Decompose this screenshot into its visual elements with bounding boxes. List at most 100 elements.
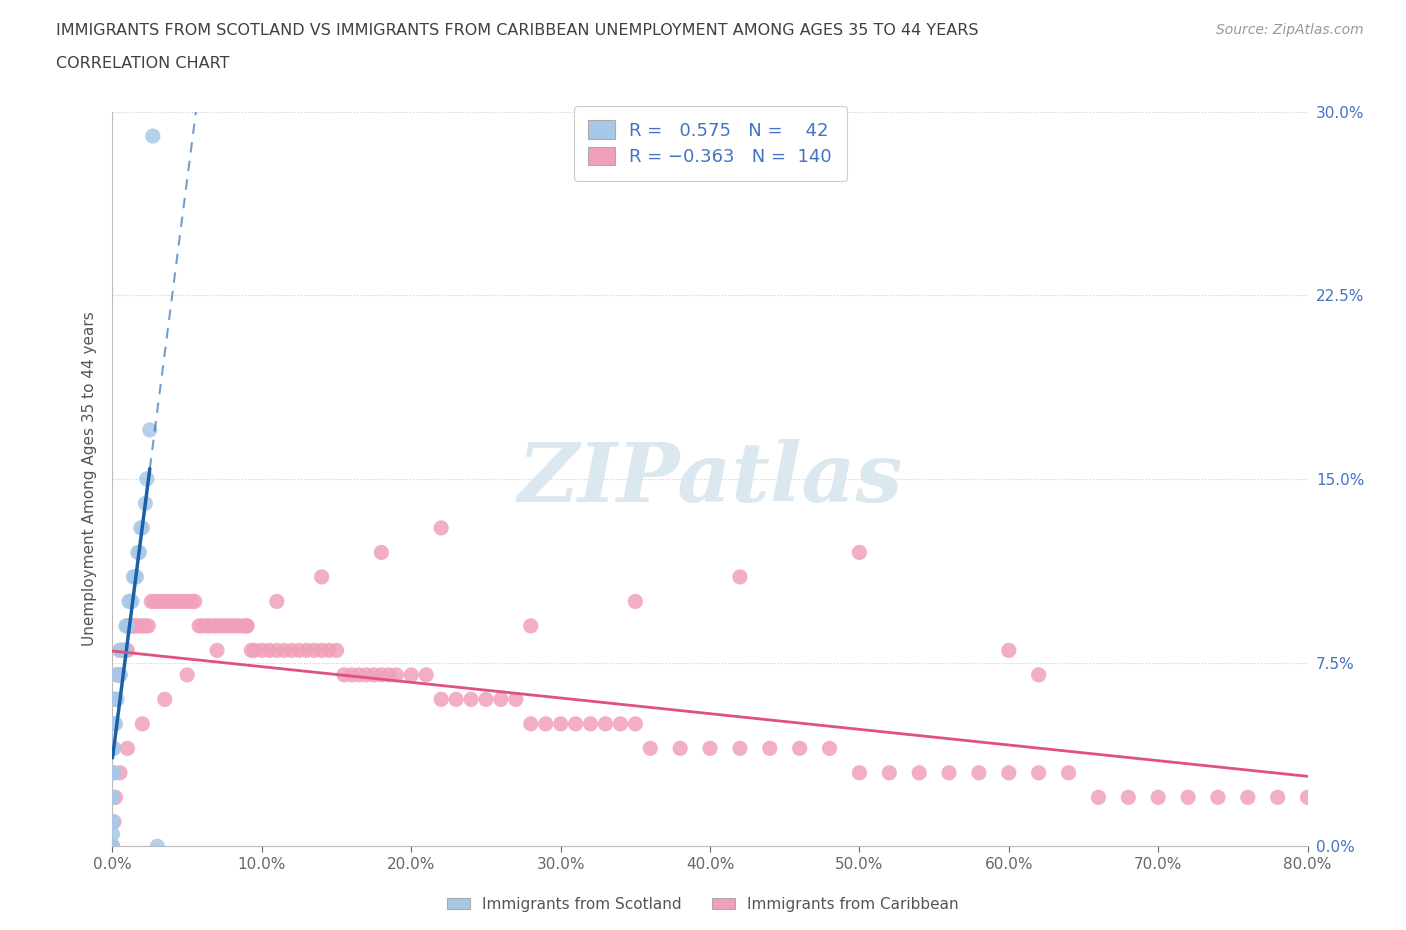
Point [173, 594, 195, 609]
Point [1237, 790, 1260, 804]
Point [117, 618, 139, 633]
Point [108, 668, 131, 683]
Point [101, 765, 124, 780]
Point [111, 643, 134, 658]
Point [318, 643, 340, 658]
Point [378, 668, 401, 683]
Point [108, 643, 131, 658]
Point [243, 643, 266, 658]
Point [141, 594, 163, 609]
Point [134, 618, 156, 633]
Point [146, 594, 169, 609]
Point [128, 545, 150, 560]
Point [118, 618, 141, 633]
Point [1118, 790, 1140, 804]
Point [103, 765, 125, 780]
Point [131, 521, 153, 536]
Point [117, 618, 139, 633]
Point [259, 643, 281, 658]
Point [281, 643, 304, 658]
Point [135, 472, 157, 486]
Point [169, 594, 191, 609]
Point [134, 496, 156, 511]
Point [129, 521, 152, 536]
Point [103, 716, 125, 731]
Point [105, 692, 128, 707]
Point [118, 594, 141, 609]
Point [120, 594, 142, 609]
Text: ZIPatlas: ZIPatlas [517, 439, 903, 519]
Point [104, 692, 127, 707]
Point [218, 618, 240, 633]
Point [191, 618, 214, 633]
Text: Source: ZipAtlas.com: Source: ZipAtlas.com [1216, 23, 1364, 37]
Point [848, 765, 870, 780]
Point [104, 790, 127, 804]
Point [818, 741, 841, 756]
Point [166, 594, 188, 609]
Point [1057, 765, 1080, 780]
Point [108, 643, 131, 658]
Point [401, 668, 423, 683]
Point [595, 716, 617, 731]
Point [162, 594, 183, 609]
Point [520, 618, 543, 633]
Point [117, 741, 139, 756]
Point [444, 692, 467, 707]
Point [415, 668, 437, 683]
Point [728, 741, 751, 756]
Point [195, 618, 218, 633]
Point [110, 643, 132, 658]
Legend: R =   0.575   N =    42, R = −0.363   N =  140: R = 0.575 N = 42, R = −0.363 N = 140 [574, 106, 846, 180]
Point [489, 692, 512, 707]
Point [122, 569, 145, 584]
Point [214, 618, 236, 633]
Point [142, 128, 165, 143]
Point [205, 618, 228, 633]
Point [236, 618, 259, 633]
Point [669, 741, 692, 756]
Point [325, 643, 347, 658]
Point [101, 716, 124, 731]
Point [176, 594, 198, 609]
Point [108, 765, 131, 780]
Point [146, 839, 169, 854]
Point [101, 815, 124, 830]
Y-axis label: Unemployment Among Ages 35 to 44 years: Unemployment Among Ages 35 to 44 years [82, 312, 97, 646]
Point [534, 716, 557, 731]
Point [104, 716, 127, 731]
Point [139, 422, 162, 437]
Point [789, 741, 811, 756]
Point [430, 692, 453, 707]
Point [101, 815, 124, 830]
Point [107, 668, 129, 683]
Point [356, 668, 378, 683]
Point [105, 668, 128, 683]
Point [104, 692, 127, 707]
Point [624, 594, 647, 609]
Point [183, 594, 205, 609]
Point [1028, 668, 1050, 683]
Point [728, 569, 751, 584]
Point [117, 643, 139, 658]
Point [124, 618, 146, 633]
Point [1177, 790, 1199, 804]
Point [103, 692, 125, 707]
Point [108, 668, 131, 683]
Point [157, 594, 180, 609]
Point [250, 643, 273, 658]
Point [150, 594, 173, 609]
Point [101, 839, 124, 854]
Point [967, 765, 990, 780]
Point [624, 716, 647, 731]
Point [110, 643, 132, 658]
Point [1147, 790, 1170, 804]
Point [363, 668, 385, 683]
Point [505, 692, 527, 707]
Point [101, 839, 124, 854]
Point [121, 618, 143, 633]
Point [103, 741, 125, 756]
Point [143, 594, 166, 609]
Point [125, 569, 148, 584]
Legend: Immigrants from Scotland, Immigrants from Caribbean: Immigrants from Scotland, Immigrants fro… [441, 891, 965, 918]
